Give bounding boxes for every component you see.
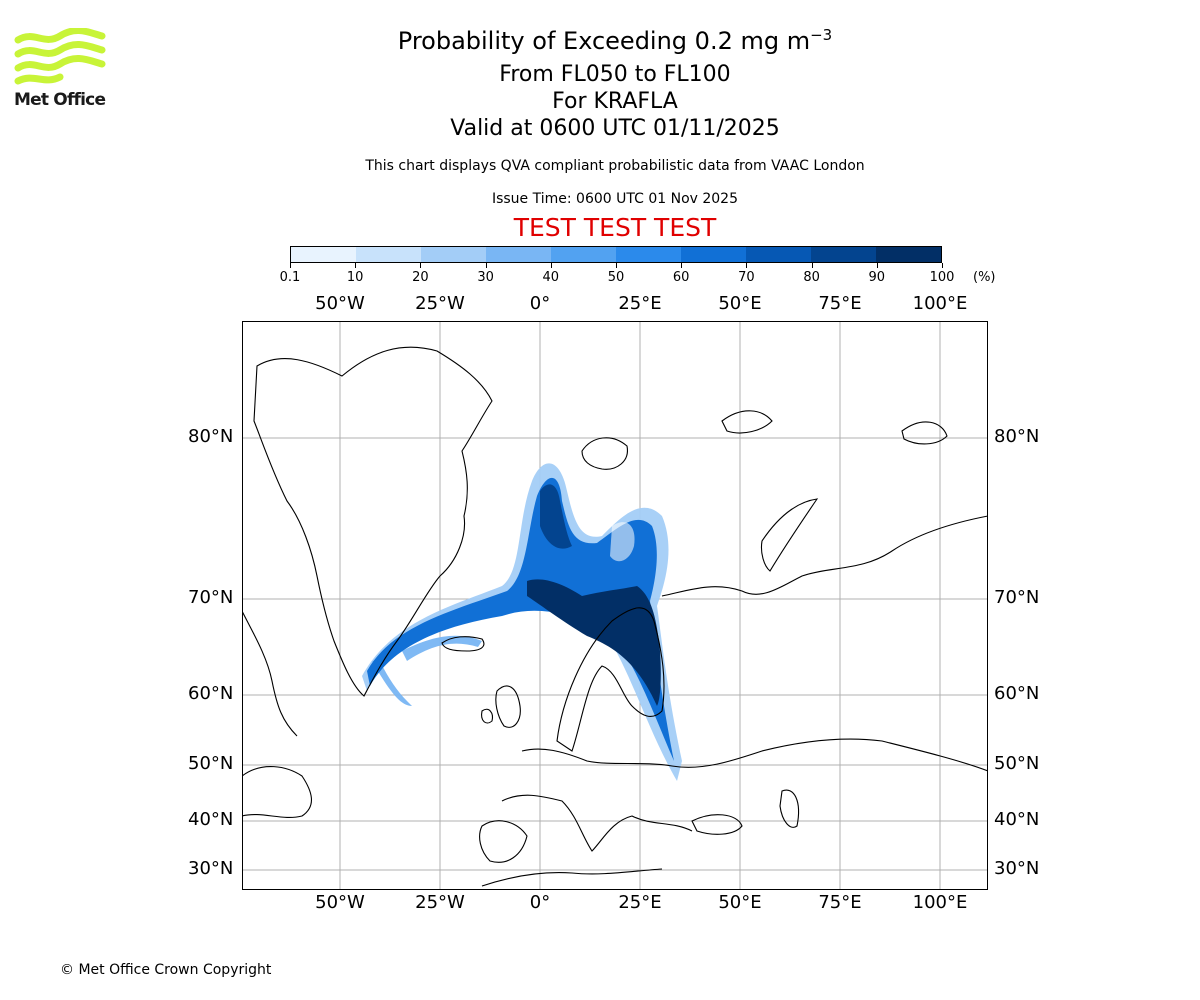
latitude-label: 40°N — [188, 809, 234, 830]
latitude-label: 30°N — [188, 858, 234, 879]
colorbar-tick-label: 90 — [868, 270, 886, 285]
longitude-label: 25°E — [618, 293, 662, 314]
longitude-label: 100°E — [912, 293, 968, 314]
colorbar-tick-mark — [616, 263, 617, 268]
colorbar-segment — [746, 247, 811, 262]
disclaimer-text: This chart displays QVA compliant probab… — [365, 158, 865, 174]
colorbar-segment — [551, 247, 616, 262]
colorbar-segment — [876, 247, 941, 262]
colorbar-tick-label: 40 — [542, 270, 560, 285]
longitude-label: 0° — [529, 892, 551, 913]
latitude-label: 30°N — [994, 858, 1040, 879]
colorbar-tick-mark — [681, 263, 683, 268]
volcano-subtitle: For KRAFLA — [552, 89, 678, 114]
title-text: Probability of Exceeding 0.2 mg m — [397, 27, 811, 55]
longitude-label: 100°E — [912, 892, 968, 913]
title-superscript: −3 — [810, 26, 833, 44]
coastlines — [242, 346, 988, 887]
test-banner: TEST TEST TEST — [513, 213, 717, 242]
longitude-label: 75°E — [818, 293, 862, 314]
colorbar-tick-label: 0.1 — [279, 270, 301, 285]
valid-time-subtitle: Valid at 0600 UTC 01/11/2025 — [450, 116, 780, 141]
colorbar-segment — [421, 247, 486, 262]
latitude-label: 60°N — [188, 683, 234, 704]
latitude-label: 60°N — [994, 683, 1040, 704]
colorbar-tick-mark — [290, 263, 291, 268]
latitude-label: 80°N — [994, 426, 1040, 447]
colorbar-tick-label: 60 — [672, 270, 690, 285]
longitude-label: 50°W — [315, 293, 365, 314]
flight-level-subtitle: From FL050 to FL100 — [499, 62, 731, 87]
ash-probability-map — [242, 321, 988, 890]
colorbar-tick-label: 100 — [929, 270, 955, 285]
map-gridlines — [242, 321, 988, 890]
latitude-label: 70°N — [994, 587, 1040, 608]
issue-time: Issue Time: 0600 UTC 01 Nov 2025 — [491, 191, 739, 207]
colorbar-segment — [291, 247, 356, 262]
colorbar-segment — [486, 247, 551, 262]
longitude-label: 0° — [529, 293, 551, 314]
colorbar-segment — [616, 247, 681, 262]
longitude-label: 25°W — [415, 293, 465, 314]
colorbar-tick-mark — [420, 263, 422, 268]
colorbar-tick-mark — [550, 263, 552, 268]
longitude-label: 50°E — [718, 892, 762, 913]
latitude-label: 70°N — [188, 587, 234, 608]
colorbar-tick-mark — [942, 263, 943, 268]
colorbar — [290, 246, 942, 263]
met-office-logo: Met Office — [14, 27, 110, 110]
longitude-label: 75°E — [818, 892, 862, 913]
colorbar-tick-label: 20 — [412, 270, 429, 285]
colorbar-tick-mark — [485, 263, 487, 268]
longitude-label: 25°E — [618, 892, 662, 913]
colorbar-tick-mark — [746, 263, 748, 268]
copyright-footer: © Met Office Crown Copyright — [60, 962, 272, 978]
logo-wordmark: Met Office — [14, 90, 106, 110]
colorbar-tick-mark — [355, 263, 357, 268]
colorbar-tick-label: 80 — [803, 270, 820, 285]
colorbar-tick-label: 70 — [738, 270, 755, 285]
colorbar-tick-mark — [811, 263, 813, 268]
latitude-label: 40°N — [994, 809, 1040, 830]
latitude-label: 50°N — [994, 753, 1040, 774]
longitude-label: 25°W — [415, 892, 465, 913]
chart-title: Probability of Exceeding 0.2 mg m−3 — [0, 26, 1200, 55]
colorbar-tick-label: 50 — [607, 270, 625, 285]
colorbar-segment — [356, 247, 421, 262]
colorbar-segment — [811, 247, 876, 262]
latitude-label: 80°N — [188, 426, 234, 447]
met-office-wave-icon — [14, 27, 106, 85]
colorbar-segment — [681, 247, 746, 262]
colorbar-tick-label: 10 — [346, 270, 364, 285]
colorbar-unit: (%) — [973, 270, 996, 285]
map-frame — [242, 321, 988, 890]
longitude-label: 50°W — [315, 892, 365, 913]
latitude-label: 50°N — [188, 753, 234, 774]
longitude-label: 50°E — [718, 293, 762, 314]
colorbar-tick-label: 30 — [477, 270, 494, 285]
colorbar-tick-mark — [876, 263, 878, 268]
